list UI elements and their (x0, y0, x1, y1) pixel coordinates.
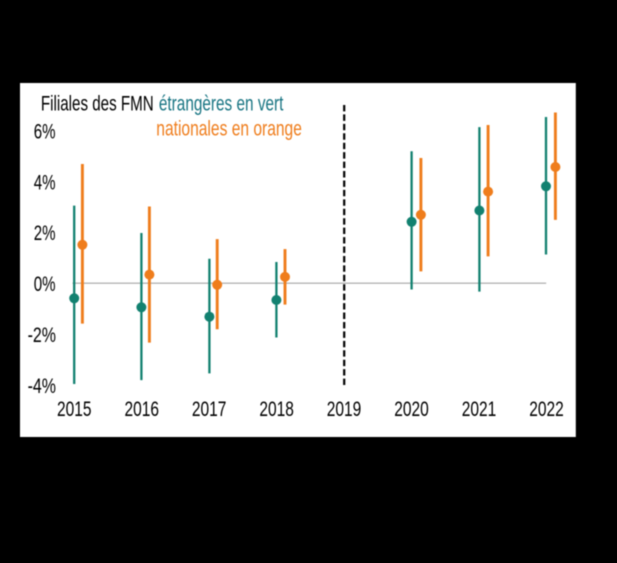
svg-text:2020: 2020 (394, 398, 429, 421)
svg-text:2021: 2021 (462, 398, 497, 421)
svg-text:4%: 4% (34, 171, 56, 194)
svg-text:2015: 2015 (57, 398, 92, 421)
svg-text:2%: 2% (34, 222, 56, 245)
svg-text:nationales en orange: nationales en orange (156, 117, 302, 141)
svg-text:2016: 2016 (125, 398, 160, 421)
svg-text:2022: 2022 (529, 398, 564, 421)
svg-text:2018: 2018 (259, 398, 294, 421)
svg-text:6%: 6% (34, 120, 56, 143)
svg-text:2017: 2017 (192, 398, 227, 421)
svg-text:0%: 0% (34, 273, 56, 296)
svg-text:-4%: -4% (28, 375, 56, 398)
svg-text:2019: 2019 (327, 398, 362, 421)
svg-text:Filiales des FMN: Filiales des FMN (41, 92, 154, 116)
svg-text:-2%: -2% (28, 324, 56, 347)
svg-text:étrangères en vert: étrangères en vert (159, 92, 284, 116)
